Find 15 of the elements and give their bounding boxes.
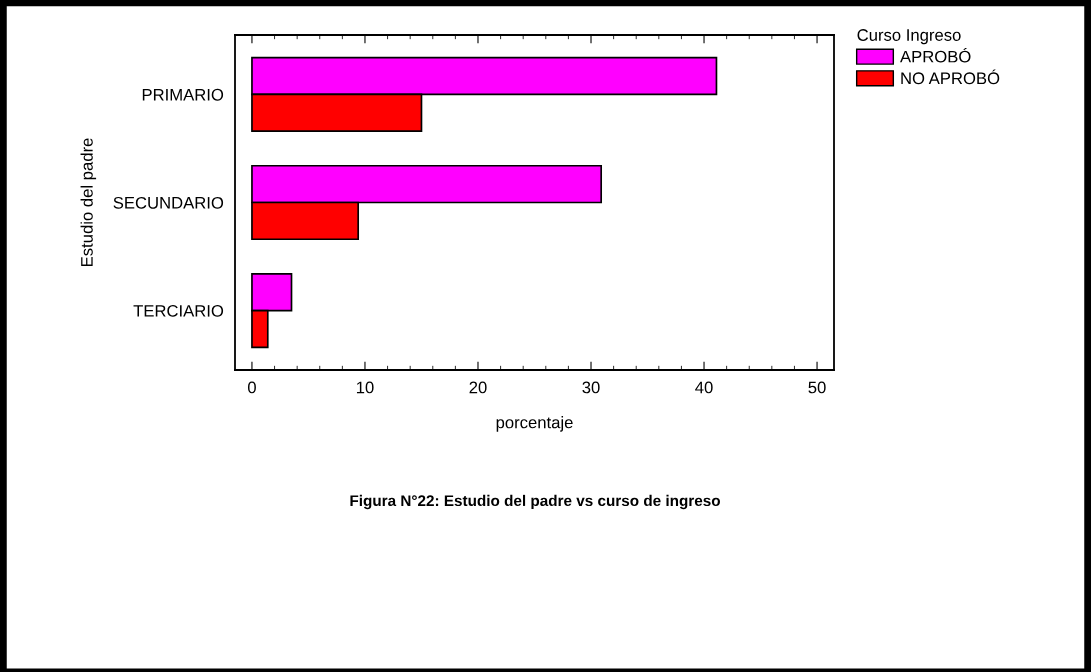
x-tick-label: 40 [695, 381, 713, 394]
legend-label: NO APROBÓ [901, 69, 1000, 85]
y-tick-label: SECUNDARIO [113, 196, 224, 209]
y-tick-label: TERCIARIO [133, 304, 224, 317]
legend-label: APROBÓ [900, 47, 971, 63]
y-axis-title: Estudio del padre [80, 138, 97, 266]
x-tick-label: 0 [247, 381, 256, 394]
x-tick-label: 20 [469, 381, 487, 394]
legend-title: Curso Ingreso [857, 29, 961, 45]
x-axis-title: porcentaje [496, 416, 573, 432]
x-tick-label: 30 [582, 381, 600, 394]
x-tick-label: 10 [356, 381, 374, 394]
x-tick-label: 50 [808, 381, 826, 394]
y-tick-label: PRIMARIO [142, 88, 224, 101]
text: Figura N°22: Estudio del padre vs curso de ingreso [350, 494, 720, 510]
